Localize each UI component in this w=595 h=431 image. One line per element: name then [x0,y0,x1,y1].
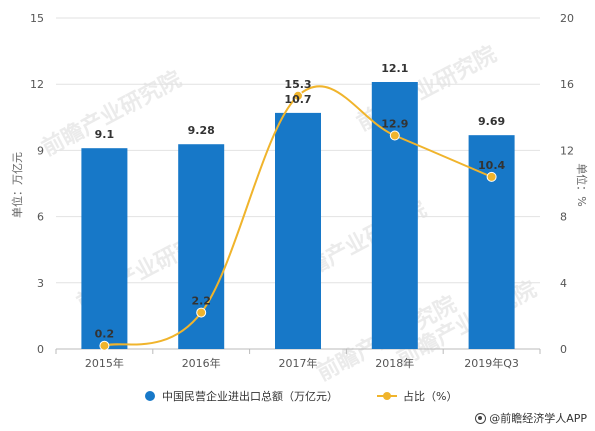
bar-value-label: 9.28 [188,124,215,137]
bar [275,112,321,350]
y-right-tick-label: 20 [560,12,574,25]
line-value-label: 12.9 [381,118,408,131]
y-left-tick-label: 0 [37,343,44,356]
line-value-label: 15.3 [284,78,311,91]
x-tick-label: 2018年 [375,356,414,370]
x-tick-label: 2015年 [85,356,124,370]
y-axis-left-label: 单位：万亿元 [10,152,24,218]
line-value-label: 0.2 [95,328,115,341]
y-left-tick-label: 12 [30,78,44,91]
bar-value-label: 9.1 [95,128,115,141]
y-right-tick-label: 0 [560,343,567,356]
bar-value-label: 12.1 [381,62,408,75]
legend: 中国民营企业进出口总额（万亿元） 占比（%） [145,389,457,403]
source-credit: @前瞻经济学人APP [475,410,587,426]
line-series [99,85,497,351]
legend-line-label: 占比（%） [403,389,457,403]
bar-value-label: 9.69 [478,115,505,128]
y-right-tick-label: 4 [560,277,567,290]
bar [178,144,225,349]
line-value-label: 10.4 [478,159,505,172]
x-tick-label: 2017年 [279,356,318,370]
y-left-tick-label: 15 [30,12,44,25]
legend-bar-label: 中国民营企业进出口总额（万亿元） [162,389,338,403]
watermark-text: 前瞻产业研究院 [38,66,186,161]
legend-line-dot [383,392,391,400]
bar-value-label: 10.7 [284,93,311,106]
logo-icon [475,412,487,424]
line-point [293,90,303,101]
y-right-tick-label: 16 [560,78,574,91]
y-right-tick-label: 8 [560,211,567,224]
y-left-tick-label: 6 [37,211,44,224]
y-left-tick-label: 9 [37,144,44,157]
axes: 0 3 6 9 12 15 0 4 8 12 16 20 2015年 2016年 2017年 2018年 201… [30,12,574,370]
x-tick-label: 2016年 [182,356,221,370]
bar [81,148,128,349]
y-left-tick-label: 3 [37,277,44,290]
line-point [196,307,207,318]
line-point [486,171,497,182]
x-tick-label: 2019年Q3 [464,356,519,370]
line-path [104,85,492,347]
line-point [389,130,400,141]
data-labels: 9.1 9.28 10.7 12.1 9.69 0.2 2.2 15.3 12.9 10.4 [95,62,506,341]
y-right-tick-label: 12 [560,144,574,157]
source-text: @前瞻经济学人APP [489,412,587,425]
line-point [99,340,110,351]
line-value-label: 2.2 [191,295,211,308]
y-axis-right-label: 单位：% [575,163,589,206]
legend-bar-marker [145,391,155,401]
